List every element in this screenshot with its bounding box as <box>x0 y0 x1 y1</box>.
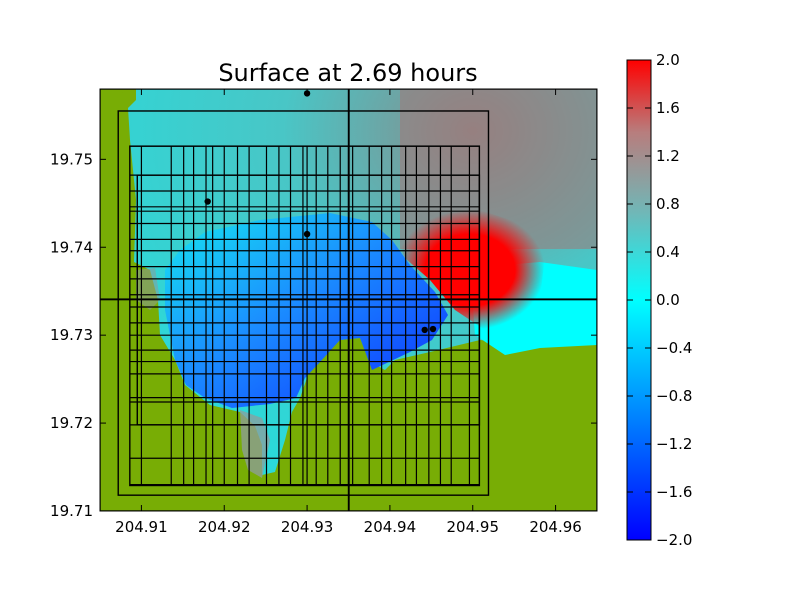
x-axis: 204.91 204.92 204.93 204.94 204.95 204.96 <box>115 89 582 536</box>
colorbar-tick-label-2: 1.2 <box>656 147 680 165</box>
colorbar-tick-label-3: 0.8 <box>656 195 680 213</box>
gauge-marker-4 <box>429 325 437 333</box>
amr-grid-lines <box>129 145 480 486</box>
x-tick-label-3: 204.94 <box>364 518 417 536</box>
colorbar-ticks: 2.0 1.6 1.2 0.8 0.4 0.0 −0.4 −0.8 −1.2 −1.6 −2.0 <box>627 51 692 549</box>
gauge-marker-3 <box>421 326 428 334</box>
colorbar: 2.0 1.6 1.2 0.8 0.4 0.0 −0.4 −0.8 −1.2 −1.6 −2.0 <box>626 51 692 549</box>
y-tick-label-0: 19.71 <box>50 502 93 520</box>
land-shoreline <box>100 89 597 511</box>
colorbar-tick-label-5: 0.0 <box>656 291 680 309</box>
y-tick-label-2: 19.73 <box>50 326 93 344</box>
colorbar-tick-label-9: −1.6 <box>656 483 692 501</box>
colorbar-tick-label-1: 1.6 <box>656 99 680 117</box>
colorbar-tick-label-8: −1.2 <box>656 435 692 453</box>
colorbar-tick-label-10: −2.0 <box>656 531 692 549</box>
colorbar-tick-label-0: 2.0 <box>656 51 680 69</box>
x-tick-label-1: 204.92 <box>198 518 251 536</box>
region-box-1 <box>117 110 490 496</box>
x-tick-label-0: 204.91 <box>115 518 168 536</box>
y-axis: 19.71 19.72 19.73 19.74 19.75 <box>50 150 597 520</box>
grey-shelf <box>240 410 270 478</box>
chart-title: Surface at 2.69 hours <box>218 59 477 87</box>
x-tick-label-5: 204.96 <box>529 518 582 536</box>
region-box-5 <box>347 89 350 511</box>
gauge-markers <box>204 90 437 334</box>
y-tick-label-3: 19.74 <box>50 238 93 256</box>
y-tick-label-4: 19.75 <box>50 150 93 168</box>
colorbar-tick-label-4: 0.4 <box>656 243 680 261</box>
axes-frame <box>99 88 598 512</box>
y-tick-label-1: 19.72 <box>50 414 93 432</box>
north-land-strip <box>100 89 128 180</box>
gauge-marker-1 <box>204 198 211 205</box>
x-tick-label-4: 204.95 <box>447 518 500 536</box>
region-boxes <box>100 89 597 511</box>
colorbar-tick-label-6: −0.4 <box>656 339 692 357</box>
colorbar-tick-label-7: −0.8 <box>656 387 692 405</box>
gauge-marker-2 <box>303 230 311 238</box>
x-tick-label-2: 204.93 <box>281 518 334 536</box>
